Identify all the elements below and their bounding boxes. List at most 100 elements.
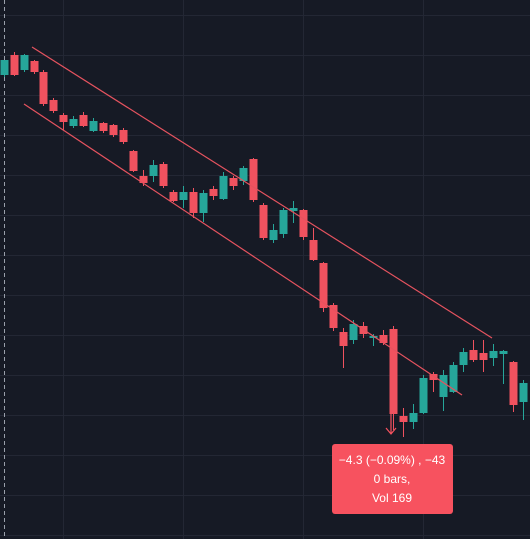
candle-body [429,374,438,380]
candle [159,162,168,188]
candle [309,228,318,261]
candle [389,326,398,430]
candle-body [309,240,318,260]
candle-body [149,165,158,176]
candle-body [499,351,508,354]
candle-body [389,329,398,414]
candle-body [39,72,48,104]
candle-body [169,192,178,201]
candle [229,176,238,190]
tooltip-line: 0 bars, [374,472,411,486]
candles [0,52,528,437]
candle [109,124,118,137]
candle-body [249,159,258,200]
candle-body [10,55,19,75]
candle [459,348,468,372]
candle [149,160,158,182]
candle [519,380,528,420]
candle-body [419,378,428,413]
candle-body [289,208,298,211]
candle [199,190,208,222]
candle-body [69,119,78,126]
candle-body [479,353,488,360]
candle [49,98,58,113]
candle [169,190,178,202]
candle [20,54,29,72]
candle [439,370,448,411]
trend-line-upper [31,46,493,339]
candle [209,186,218,200]
candle [219,172,228,200]
tooltip-line: −4.3 (−0.09%) , −43 [339,453,446,467]
candle-body [519,383,528,402]
candle-body [329,305,338,328]
candle-body [199,193,208,213]
candle [99,122,108,133]
candle [69,116,78,128]
candle-body [279,210,288,234]
candle [119,128,128,144]
candle [299,209,308,240]
tooltip-line: Vol 169 [372,491,412,505]
candle-body [379,335,388,343]
candle-body [339,332,348,346]
candle [30,60,39,74]
candle-body [319,263,328,308]
candle [429,372,438,392]
candle-body [179,192,188,200]
candle [449,362,458,393]
candle-body [219,176,228,199]
candle [259,203,268,240]
candle [10,52,19,76]
candle-body [89,121,98,131]
candle [0,60,9,77]
candle [329,303,338,331]
candle-body [349,324,358,340]
candle [129,150,138,172]
candle [59,113,68,130]
candle-body [109,125,118,135]
candle-body [269,230,278,240]
candle-body [0,60,9,75]
measure-arrow [385,414,397,435]
candle [349,320,358,344]
candle [269,224,278,243]
candle-body [129,151,138,171]
candle [469,340,478,362]
candle [239,166,248,185]
candle [249,158,258,202]
candle [479,340,488,372]
candle [79,112,88,127]
candle-body [369,336,378,338]
trend-line-lower [23,103,463,396]
candle-body [459,352,468,365]
candle-body [189,192,198,213]
candle [409,404,418,429]
candle-body [59,115,68,122]
candle-body [209,189,218,196]
candle-body [229,178,238,186]
candle-body [469,350,478,360]
candle-body [299,210,308,237]
candle [339,328,348,368]
candle-body [399,416,408,422]
candle [399,408,408,437]
candle [509,361,518,412]
candle [179,186,188,208]
candle-body [99,123,108,131]
candle-body [79,115,88,126]
candle-body [49,100,58,111]
candle-body [449,365,458,392]
candle [189,188,198,218]
candle-body [259,205,268,238]
candle-body [139,176,148,183]
candle-body [239,168,248,181]
candle-body [509,362,518,405]
candle [279,208,288,238]
tooltip: −4.3 (−0.09%) , −43 0 bars, Vol 169 [332,444,453,514]
candle-body [439,375,448,397]
candle [499,350,508,384]
candle-body [489,351,498,358]
